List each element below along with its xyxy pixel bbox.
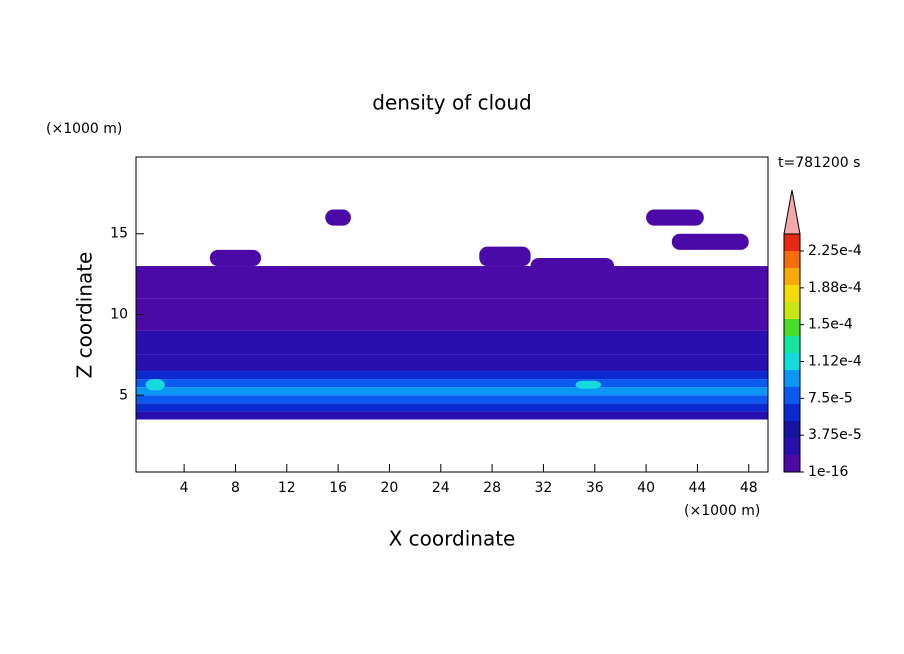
colorbar-label: 1.12e-4 [808,354,862,370]
x-unit: (×1000 m) [684,503,760,519]
contour-band [136,403,768,412]
contour-patch [575,380,602,389]
colorbar-swatch [784,268,800,285]
contour-band [136,411,768,420]
contour-patch [530,257,615,283]
x-tick-label: 32 [535,480,553,496]
colorbar-swatch [784,353,800,370]
chart-title: density of cloud [372,91,531,115]
y-axis-label: Z coordinate [73,252,97,379]
contour-patch [325,209,351,226]
contour-patch [646,209,704,226]
colorbar-extend [783,189,801,235]
contour-band [136,330,768,355]
contour-band [136,387,768,396]
colorbar-label: 1e-16 [808,464,848,480]
colorbar-swatch [784,251,800,268]
contour-patch [145,379,165,391]
contour-patch [671,233,749,250]
x-tick-label: 20 [381,480,399,496]
x-tick-label: 48 [740,480,758,496]
contour-patch [479,246,531,267]
colorbar-label: 2.25e-4 [808,243,862,259]
x-tick-label: 8 [231,480,240,496]
colorbar-swatch [784,336,800,353]
colorbar-swatch [784,438,800,455]
colorbar-label: 1.5e-4 [808,317,853,333]
colorbar-label: 7.5e-5 [808,390,853,406]
x-axis-label: X coordinate [389,527,516,551]
contour-band [136,395,768,404]
x-tick-label: 4 [180,480,189,496]
x-tick-label: 40 [637,480,655,496]
y-tick-label: 10 [110,307,128,323]
colorbar-frame [783,233,801,473]
x-tick-label: 44 [689,480,707,496]
contour-band [136,298,768,331]
x-tick-label: 12 [278,480,296,496]
y-tick-label: 15 [110,226,128,242]
colorbar-swatch [784,404,800,421]
colorbar-swatch [784,370,800,387]
colorbar-label: 1.88e-4 [808,280,862,296]
colorbar-swatch [784,285,800,302]
colorbar-label: 3.75e-5 [808,427,862,443]
contour-band [136,266,768,299]
y-tick-label: 5 [119,387,128,403]
colorbar-swatch [784,302,800,319]
contour-band [136,371,768,380]
contour-patch [209,249,262,267]
time-label: t=781200 s [778,155,860,171]
y-unit: (×1000 m) [46,121,122,137]
contour-band [136,379,768,388]
colorbar-swatch [784,455,800,472]
colorbar-swatch [784,387,800,404]
colorbar-swatch [784,319,800,336]
x-tick-label: 28 [483,480,501,496]
colorbar-swatch [784,421,800,438]
x-tick-label: 16 [329,480,347,496]
x-tick-label: 36 [586,480,604,496]
contour-band [136,354,768,372]
colorbar-swatch [784,234,800,251]
x-tick-label: 24 [432,480,450,496]
